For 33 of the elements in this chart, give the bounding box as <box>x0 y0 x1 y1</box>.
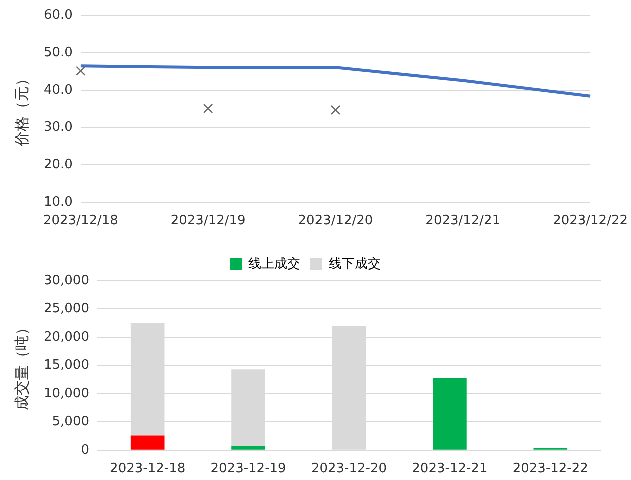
y-axis-title: 价格（元） <box>12 72 31 148</box>
y-tick-label: 30,000 <box>44 273 90 288</box>
y-tick-label: 30.0 <box>44 120 73 136</box>
x-tick-label: 2023/12/22 <box>553 214 628 229</box>
x-tick-label: 2023-12-19 <box>210 462 286 477</box>
point <box>76 66 86 76</box>
x-tick-label: 2023/12/18 <box>43 214 118 229</box>
bar <box>433 378 467 450</box>
y-tick-label: 0 <box>81 442 90 458</box>
y-tick-label: 60.0 <box>44 8 73 24</box>
x-tick-label: 2023/12/19 <box>170 214 246 229</box>
y-tick-label: 10.0 <box>44 194 73 210</box>
bar <box>130 436 165 450</box>
y-tick-label: 40.0 <box>44 82 73 98</box>
y-tick-label: 20.0 <box>44 157 73 172</box>
bar <box>232 446 266 450</box>
y-tick-label: 15,000 <box>44 358 90 374</box>
point <box>203 104 214 114</box>
y-tick-label: 20,000 <box>44 330 90 345</box>
y-tick-label: 10,000 <box>44 386 90 402</box>
y-axis-title: 成交量（吨） <box>12 320 31 411</box>
point <box>330 105 341 116</box>
legend-label: 线下成交 <box>329 256 381 272</box>
x-tick-label: 2023-12-18 <box>110 462 186 477</box>
x-tick-label: 2023/12/20 <box>298 214 374 229</box>
y-tick-label: 5,000 <box>52 414 90 430</box>
y-tick-label: 50.0 <box>44 45 73 60</box>
x-tick-label: 2023-12-22 <box>512 462 588 477</box>
x-tick-label: 2023-12-21 <box>412 462 488 477</box>
legend-label: 线上成交 <box>248 256 300 272</box>
x-tick-label: 2023/12/21 <box>426 214 501 229</box>
x-tick-label: 2023-12-20 <box>311 462 388 477</box>
y-tick-label: 25,000 <box>44 302 90 317</box>
